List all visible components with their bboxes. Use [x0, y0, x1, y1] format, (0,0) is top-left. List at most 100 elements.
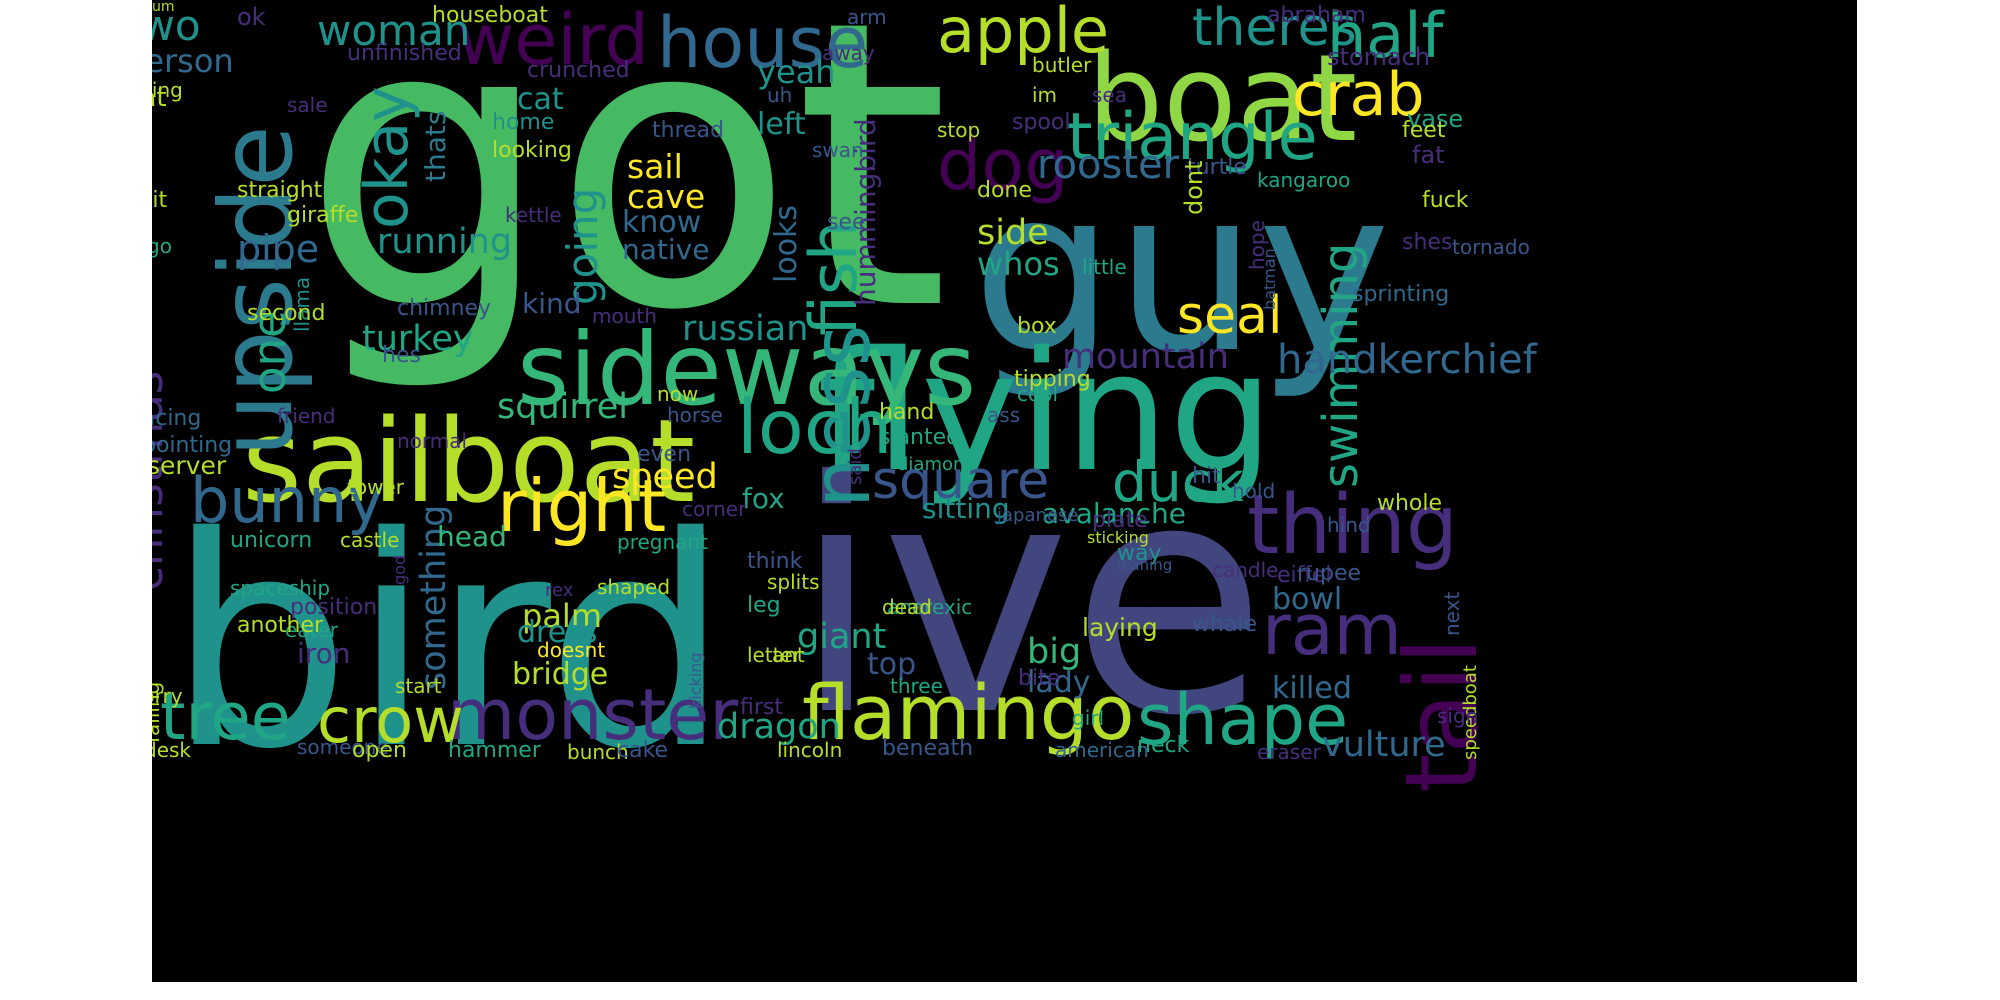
word-first: first: [740, 695, 783, 720]
word-pointing: pointing: [152, 433, 233, 458]
word-tornado: tornado: [1452, 235, 1530, 259]
word-cat: cat: [517, 82, 564, 117]
word-dead: dead: [882, 595, 932, 619]
word-sailboat: sailboat: [242, 395, 696, 529]
word-running: running: [377, 222, 513, 262]
word-dog: dog: [937, 124, 1069, 206]
word-duck: duck: [1112, 450, 1244, 514]
word-kicking: kicking: [686, 652, 705, 709]
word-spaceship: spaceship: [230, 576, 331, 600]
word-cave: cave: [627, 177, 706, 216]
word-weird: weird: [457, 0, 649, 81]
word-plate: plate: [1092, 508, 1148, 533]
word-vulture: vulture: [1322, 725, 1446, 765]
word-theres: theres: [1192, 0, 1357, 58]
word-big: big: [1027, 632, 1082, 672]
word-palm: palm: [522, 597, 602, 635]
word-im: im: [1032, 83, 1058, 107]
word-sail: sail: [627, 147, 683, 186]
word-sign: sign: [1437, 704, 1479, 728]
word-american: american: [1055, 738, 1149, 762]
word-butler: butler: [1032, 53, 1092, 77]
word-side: side: [977, 213, 1049, 253]
word-triangle: triangle: [1067, 100, 1318, 175]
word-got: got: [302, 0, 950, 397]
word-avalanche: avalanche: [1042, 497, 1186, 530]
word-whole: whole: [1377, 491, 1443, 516]
word-crab: crab: [1292, 60, 1425, 130]
word-flamingo: flamingo: [802, 668, 1135, 757]
word-rex: rex: [545, 580, 574, 601]
word-chimney: chimney: [397, 296, 492, 321]
word-head: head: [437, 520, 507, 553]
word-normal: normal: [397, 429, 468, 453]
word-um: um: [152, 0, 175, 15]
word-sideways: sideways: [517, 311, 977, 428]
word-stomach: stomach: [1327, 43, 1431, 71]
word-beneath: beneath: [882, 736, 974, 761]
word-bridge: bridge: [512, 657, 609, 692]
word-square: square: [872, 451, 1050, 511]
word-uh: uh: [767, 83, 793, 107]
word-fuck: fuck: [1422, 188, 1469, 213]
word-monster: monster: [447, 674, 739, 756]
word-two: two: [152, 1, 201, 50]
word-castle: castle: [340, 528, 400, 552]
word-thread: thread: [652, 118, 725, 143]
word-ram: ram: [1262, 589, 1402, 671]
word-right: right: [497, 464, 667, 548]
word-box: box: [1017, 314, 1057, 339]
word-second: second: [247, 301, 326, 326]
word-tree: tree: [160, 680, 291, 755]
word-sprinting: sprinting: [1352, 282, 1450, 307]
word-leg: leg: [747, 593, 781, 618]
word-shit: shit: [152, 188, 168, 213]
word-way: way: [1117, 541, 1162, 566]
word-eater: eater: [285, 618, 338, 642]
word-bunny: bunny: [190, 464, 384, 537]
word-stop: stop: [937, 118, 981, 142]
word-trying: trying: [152, 78, 183, 102]
word-anorexic: anorexic: [887, 595, 973, 619]
word-okay: okay: [352, 86, 422, 229]
word-bunch: bunch: [567, 740, 629, 764]
word-desk: desk: [152, 738, 192, 762]
word-ant: ant: [772, 643, 805, 667]
word-whale: whale: [1192, 612, 1258, 637]
word-three: three: [890, 674, 943, 698]
word-abraham: abraham: [1267, 3, 1366, 28]
word-candle: candle: [1212, 558, 1279, 582]
word-go: go: [152, 234, 172, 258]
word-house: house: [657, 2, 869, 84]
word-someone: someone: [297, 735, 389, 759]
word-feet: feet: [1402, 118, 1446, 143]
word-shape: shape: [1137, 679, 1349, 761]
word-pipe: pipe: [237, 227, 320, 271]
word-now: now: [657, 382, 699, 406]
word-turtle: turtle: [1187, 155, 1247, 180]
word-lady: lady: [1027, 665, 1091, 700]
word-giant: giant: [797, 617, 887, 657]
word-houseboat: houseboat: [432, 3, 548, 28]
word-think: think: [747, 549, 803, 574]
word-yeah: yeah: [757, 53, 836, 91]
word-japanese: japanese: [997, 505, 1079, 526]
word-lincoln: lincoln: [777, 738, 843, 762]
word-kind: kind: [522, 287, 582, 320]
word-neck: neck: [1137, 733, 1190, 758]
word-christmas: christmas: [152, 370, 173, 591]
word-another: another: [237, 613, 324, 638]
word-letter: letter: [747, 643, 802, 667]
word-horse: horse: [667, 403, 723, 427]
word-dont: dont: [1180, 160, 1208, 215]
word-ok: ok: [237, 3, 266, 31]
word-killed: killed: [1272, 671, 1352, 706]
word-sale: sale: [287, 93, 328, 117]
word-russian: russian: [682, 309, 809, 349]
word-squirrel: squirrel: [497, 387, 629, 427]
word-flying: flying: [817, 316, 1274, 508]
word-speed: speed: [612, 457, 718, 497]
word-fat: fat: [1412, 141, 1445, 169]
word-seal: seal: [1177, 286, 1283, 346]
word-pregnant: pregnant: [617, 530, 708, 554]
